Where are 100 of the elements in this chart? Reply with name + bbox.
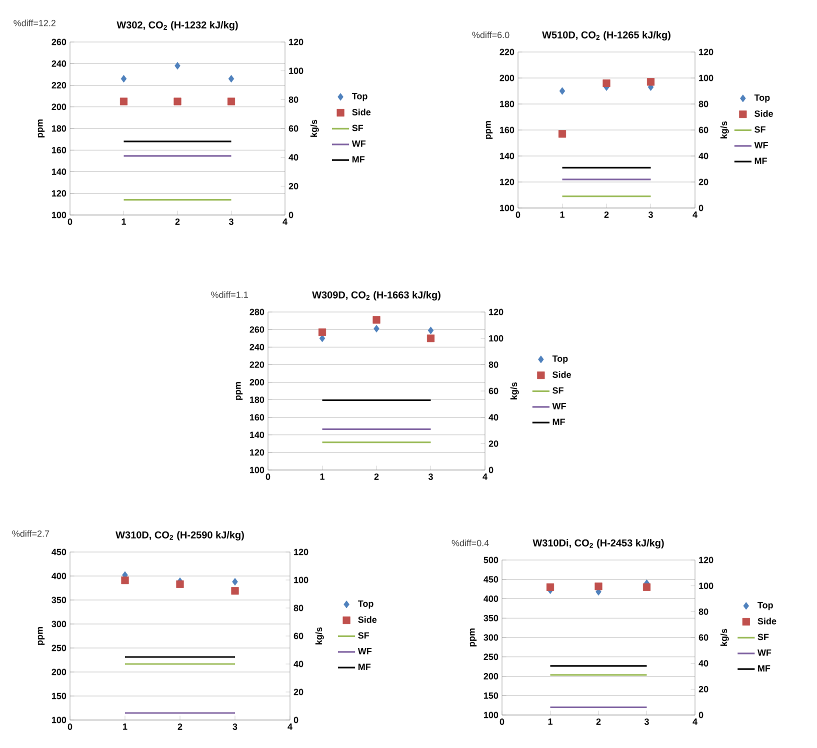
y2-tick-label: 80 bbox=[698, 608, 708, 615]
y2-tick-label: 40 bbox=[288, 154, 298, 161]
legend-label: MF bbox=[358, 664, 371, 670]
legend-label: Top bbox=[552, 356, 568, 364]
point bbox=[372, 316, 380, 324]
legend-label: Side bbox=[758, 618, 776, 624]
x-tick-label: 2 bbox=[374, 474, 379, 480]
y2-tick-label: 40 bbox=[294, 660, 304, 668]
legend-label: Side bbox=[352, 108, 371, 116]
point bbox=[120, 98, 128, 106]
y-tick-label: 100 bbox=[484, 712, 498, 718]
y-tick-label: 280 bbox=[250, 308, 264, 316]
point bbox=[646, 78, 655, 86]
y2-tick-label: 40 bbox=[698, 660, 708, 667]
y-tick-label: 100 bbox=[52, 716, 66, 724]
point bbox=[228, 74, 234, 83]
point bbox=[121, 576, 129, 584]
chart-title: W310Di, CO$_{2}$ (H-2453 kJ/kg) bbox=[532, 539, 664, 548]
point bbox=[174, 62, 180, 70]
point bbox=[318, 328, 326, 336]
legend-label: WF bbox=[754, 142, 768, 148]
legend-label: Side bbox=[754, 110, 773, 117]
y-tick-label: 150 bbox=[484, 692, 498, 699]
legend-label: Top bbox=[352, 93, 368, 102]
y-tick-label: 200 bbox=[500, 74, 514, 82]
point bbox=[374, 324, 380, 332]
y2-tick-label: 0 bbox=[698, 712, 704, 718]
legend-label: MF bbox=[552, 418, 565, 425]
y2-tick-label: 120 bbox=[489, 308, 504, 316]
y2-tick-label: 100 bbox=[699, 74, 714, 82]
y2-tick-label: 20 bbox=[488, 440, 498, 447]
legend-label: WF bbox=[352, 140, 366, 147]
y2-axis-title: kg/s bbox=[510, 382, 519, 400]
legend-label: Top bbox=[754, 94, 770, 103]
y-tick-label: 100 bbox=[52, 212, 66, 218]
y-tick-label: 140 bbox=[52, 168, 66, 175]
y-tick-label: 350 bbox=[52, 596, 66, 604]
x-tick-label: 0 bbox=[68, 724, 72, 730]
y-tick-label: 200 bbox=[52, 668, 66, 676]
y2-tick-label: 40 bbox=[488, 414, 498, 421]
text: %diff=12.2 bbox=[14, 20, 56, 26]
y2-tick-label: 100 bbox=[489, 335, 504, 342]
legend-label: MF bbox=[352, 156, 365, 162]
y2-tick-label: 0 bbox=[698, 204, 704, 212]
y2-axis-title: kg/s bbox=[720, 628, 729, 646]
y2-tick-label: 100 bbox=[289, 68, 304, 74]
x-tick-label: 4 bbox=[692, 718, 698, 725]
y2-axis-title: kg/s bbox=[315, 627, 324, 644]
x-tick-label: 3 bbox=[228, 218, 234, 225]
legend-label: WF bbox=[757, 650, 772, 656]
y2-tick-label: 80 bbox=[488, 361, 498, 368]
x-tick-label: 1 bbox=[123, 724, 128, 730]
point bbox=[232, 578, 238, 586]
y-axis-title: ppm bbox=[38, 627, 45, 645]
y2-tick-label: 100 bbox=[699, 582, 714, 590]
y2-axis-title: kg/s bbox=[310, 120, 319, 137]
y-tick-label: 260 bbox=[250, 326, 264, 333]
y2-tick-label: 20 bbox=[698, 686, 708, 692]
x-tick-label: 0 bbox=[500, 718, 504, 725]
y-tick-label: 450 bbox=[52, 548, 66, 556]
y2-tick-label: 120 bbox=[294, 548, 308, 556]
x-tick-label: 3 bbox=[648, 212, 653, 218]
y2-tick-label: 0 bbox=[488, 466, 494, 474]
point bbox=[559, 87, 566, 95]
x-tick-label: 4 bbox=[482, 474, 488, 480]
y-tick-label: 500 bbox=[484, 556, 498, 564]
y-tick-label: 150 bbox=[52, 692, 66, 700]
y-tick-label: 350 bbox=[484, 614, 498, 622]
legend-label: WF bbox=[552, 403, 566, 410]
y-tick-label: 120 bbox=[500, 178, 514, 186]
chart-title: W510D, CO$_{2}$ (H-1265 kJ/kg) bbox=[542, 31, 670, 40]
y-tick-label: 220 bbox=[52, 82, 66, 88]
y-tick-label: 300 bbox=[52, 620, 66, 628]
text: %diff=2.7 bbox=[12, 530, 50, 537]
y2-tick-label: 20 bbox=[698, 178, 708, 186]
x-tick-label: 2 bbox=[178, 724, 182, 730]
y2-tick-label: 60 bbox=[488, 388, 498, 394]
x-tick-label: 1 bbox=[320, 474, 324, 480]
point bbox=[426, 334, 435, 342]
legend-label: SF bbox=[552, 387, 564, 394]
x-tick-label: 2 bbox=[175, 218, 180, 225]
x-tick-label: 4 bbox=[288, 724, 292, 730]
x-tick-label: 4 bbox=[282, 218, 288, 225]
y-tick-label: 180 bbox=[52, 125, 66, 132]
y-axis-title: ppm bbox=[486, 121, 493, 139]
legend-label: Side bbox=[552, 371, 571, 378]
y-tick-label: 200 bbox=[484, 673, 498, 680]
y-tick-label: 220 bbox=[500, 48, 514, 56]
x-tick-label: 1 bbox=[122, 218, 126, 225]
y2-tick-label: 60 bbox=[698, 634, 708, 641]
y2-tick-label: 60 bbox=[294, 632, 304, 640]
legend-label: SF bbox=[758, 634, 769, 640]
y-tick-label: 400 bbox=[52, 572, 66, 580]
y2-tick-label: 40 bbox=[698, 152, 708, 160]
text: %diff=0.4 bbox=[452, 540, 489, 546]
y-tick-label: 450 bbox=[484, 576, 498, 583]
y-tick-label: 300 bbox=[484, 634, 498, 641]
y2-tick-label: 80 bbox=[698, 100, 708, 108]
x-tick-label: 2 bbox=[604, 212, 609, 218]
point bbox=[176, 580, 184, 588]
